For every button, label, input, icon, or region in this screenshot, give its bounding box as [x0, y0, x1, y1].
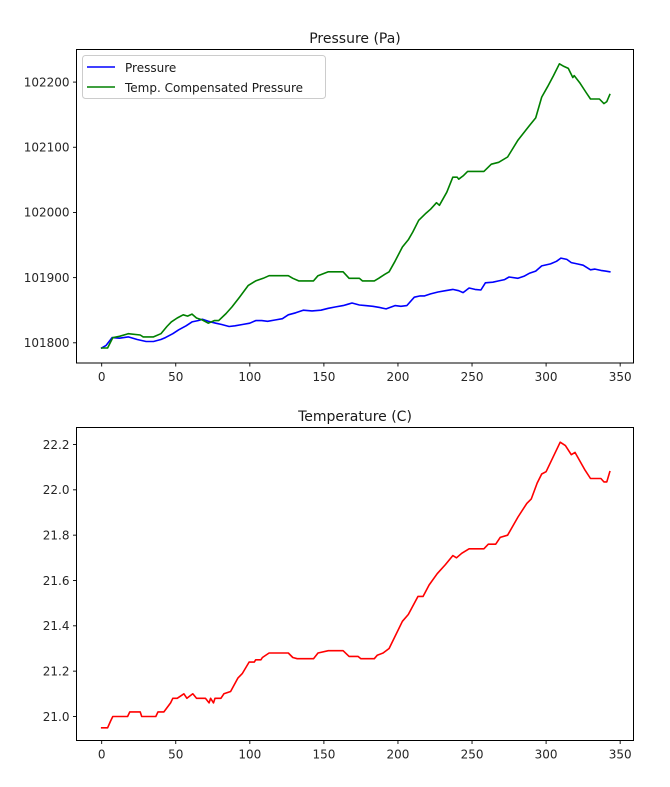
- temperature-y-tick-label: 21.4: [43, 619, 70, 633]
- pressure-y-tick-label: 102100: [24, 141, 70, 155]
- temperature-y-tick-label: 21.2: [43, 664, 70, 678]
- temperature-x-tick-label: 250: [461, 748, 484, 762]
- legend-box: [82, 55, 326, 99]
- legend-label-compensated: Temp. Compensated Pressure: [124, 81, 303, 95]
- pressure-x-tick-label: 50: [168, 370, 183, 384]
- pressure-x-tick-label: 350: [609, 370, 632, 384]
- temperature-y-axis: 21.0 21.2 21.4 21.6 21.8 22.0 22.2: [43, 438, 77, 724]
- temperature-y-tick-label: 21.0: [43, 710, 70, 724]
- pressure-x-tick-label: 300: [535, 370, 558, 384]
- temperature-series-lines: [100, 441, 611, 729]
- temperature-y-tick-label: 21.6: [43, 574, 70, 588]
- temperature-x-axis: 0 50 100 150 200 250 300 350: [98, 740, 632, 762]
- temperature-axes-frame: [76, 427, 634, 741]
- legend-label-pressure: Pressure: [125, 61, 176, 75]
- pressure-x-tick-label: 150: [312, 370, 335, 384]
- pressure-chart: Pressure (Pa) 0 50 100 150 200 250 300 350 1018…: [24, 31, 634, 384]
- pressure-x-tick-label: 250: [461, 370, 484, 384]
- series-line-temperature: [100, 441, 611, 729]
- temperature-x-tick-label: 0: [98, 748, 106, 762]
- pressure-series-lines: [100, 62, 611, 350]
- pressure-y-axis: 101800 101900 102000 102100 102200: [24, 75, 77, 350]
- pressure-x-axis: 0 50 100 150 200 250 300 350: [98, 363, 632, 384]
- temperature-y-tick-label: 22.2: [43, 438, 70, 452]
- temperature-x-tick-label: 300: [535, 748, 558, 762]
- temperature-x-tick-label: 350: [609, 748, 632, 762]
- temperature-x-tick-label: 50: [168, 748, 183, 762]
- temperature-x-tick-label: 200: [387, 748, 410, 762]
- pressure-y-tick-label: 102200: [24, 75, 70, 89]
- pressure-y-tick-label: 101900: [24, 271, 70, 285]
- pressure-axes-frame: [76, 49, 634, 364]
- pressure-y-tick-label: 102000: [24, 206, 70, 220]
- temperature-y-tick-label: 22.0: [43, 483, 70, 497]
- series-line-pressure: [100, 257, 611, 350]
- pressure-chart-title: Pressure (Pa): [309, 31, 401, 47]
- series-line-temp-compensated-pressure: [100, 62, 611, 349]
- temperature-chart-title: Temperature (C): [297, 409, 412, 425]
- temperature-chart: Temperature (C) 0 50 100 150 200 250 300 350 21…: [43, 409, 634, 762]
- temperature-x-tick-label: 150: [312, 748, 335, 762]
- pressure-y-tick-label: 101800: [24, 336, 70, 350]
- temperature-x-tick-label: 100: [238, 748, 261, 762]
- pressure-x-tick-label: 0: [98, 370, 106, 384]
- temperature-y-tick-label: 21.8: [43, 528, 70, 542]
- pressure-legend: Pressure Temp. Compensated Pressure: [82, 55, 326, 99]
- pressure-x-tick-label: 200: [387, 370, 410, 384]
- pressure-x-tick-label: 100: [238, 370, 261, 384]
